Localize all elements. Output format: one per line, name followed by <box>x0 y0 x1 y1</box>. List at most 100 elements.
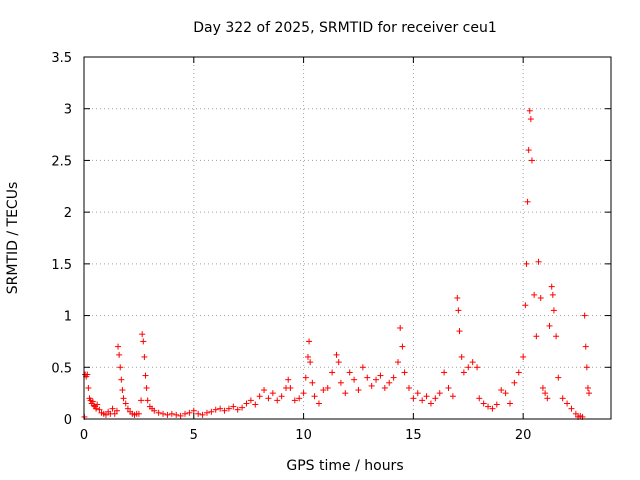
data-point <box>115 343 122 350</box>
data-point <box>217 405 224 412</box>
data-point <box>278 393 285 400</box>
data-point <box>320 387 327 394</box>
grid <box>84 57 611 419</box>
data-points <box>81 107 593 420</box>
plot-frame <box>83 56 612 420</box>
data-point <box>190 407 197 414</box>
data-point <box>528 157 535 164</box>
data-point <box>139 331 146 338</box>
data-point <box>261 387 268 394</box>
data-point <box>151 407 158 414</box>
data-point <box>542 390 549 397</box>
data-point <box>119 387 126 394</box>
data-point <box>306 338 313 345</box>
data-point <box>90 402 97 409</box>
data-point <box>410 395 417 402</box>
x-tick-label: 5 <box>190 428 198 443</box>
data-point <box>182 410 189 417</box>
data-point <box>386 379 393 386</box>
data-point <box>143 384 150 391</box>
data-point <box>84 371 91 378</box>
data-point <box>252 401 259 408</box>
data-point <box>506 400 513 407</box>
data-point <box>113 407 120 414</box>
data-point <box>307 359 314 366</box>
data-point <box>485 403 492 410</box>
data-point <box>537 294 544 301</box>
data-point <box>335 359 342 366</box>
data-point <box>144 397 151 404</box>
data-point <box>377 372 384 379</box>
data-point <box>333 351 340 358</box>
data-point <box>122 400 129 407</box>
data-point <box>120 395 127 402</box>
data-point <box>195 410 202 417</box>
data-point <box>337 379 344 386</box>
data-point <box>522 302 529 309</box>
data-point <box>212 406 219 413</box>
data-point <box>186 409 193 416</box>
data-point <box>296 395 303 402</box>
data-point <box>160 410 167 417</box>
data-point <box>234 406 241 413</box>
data-point <box>455 307 462 314</box>
data-point <box>168 410 175 417</box>
data-point <box>526 107 533 114</box>
data-point <box>346 369 353 376</box>
data-point <box>368 382 375 389</box>
data-point <box>85 384 92 391</box>
data-point <box>531 291 538 298</box>
y-tick-label: 2 <box>64 206 72 221</box>
data-point <box>423 393 430 400</box>
data-point <box>544 395 551 402</box>
data-point <box>265 395 272 402</box>
data-point <box>287 384 294 391</box>
data-point <box>243 400 250 407</box>
data-point <box>111 410 118 417</box>
x-tick-label: 15 <box>405 428 422 443</box>
data-point <box>427 400 434 407</box>
data-point <box>476 395 483 402</box>
data-point <box>239 404 246 411</box>
data-point <box>177 412 184 419</box>
x-tick-label: 20 <box>515 428 532 443</box>
data-point <box>135 410 142 417</box>
data-point <box>164 411 171 418</box>
data-point <box>247 397 254 404</box>
data-point <box>373 376 380 383</box>
data-point <box>140 338 147 345</box>
data-point <box>401 369 408 376</box>
x-tick-label: 0 <box>80 428 88 443</box>
data-point <box>432 395 439 402</box>
data-point <box>199 411 206 418</box>
data-point <box>302 374 309 381</box>
data-point <box>511 379 518 386</box>
data-point <box>359 364 366 371</box>
data-point <box>221 407 228 414</box>
data-point <box>89 398 96 405</box>
data-point <box>533 333 540 340</box>
data-point <box>274 397 281 404</box>
data-point <box>441 369 448 376</box>
data-point <box>203 409 210 416</box>
data-point <box>364 374 371 381</box>
data-point <box>474 364 481 371</box>
data-point <box>559 395 566 402</box>
data-point <box>269 390 276 397</box>
data-point <box>568 405 575 412</box>
data-point <box>117 364 124 371</box>
data-point <box>489 405 496 412</box>
y-tick-label: 2.5 <box>51 154 72 169</box>
data-point <box>230 403 237 410</box>
y-tick-label: 0.5 <box>51 361 72 376</box>
data-point <box>469 359 476 366</box>
data-point <box>93 405 100 412</box>
y-tick-label: 1.5 <box>51 258 72 273</box>
data-point <box>155 409 162 416</box>
data-point <box>553 333 560 340</box>
data-point <box>351 376 358 383</box>
data-point <box>586 390 593 397</box>
data-point <box>480 400 487 407</box>
data-point <box>208 408 215 415</box>
